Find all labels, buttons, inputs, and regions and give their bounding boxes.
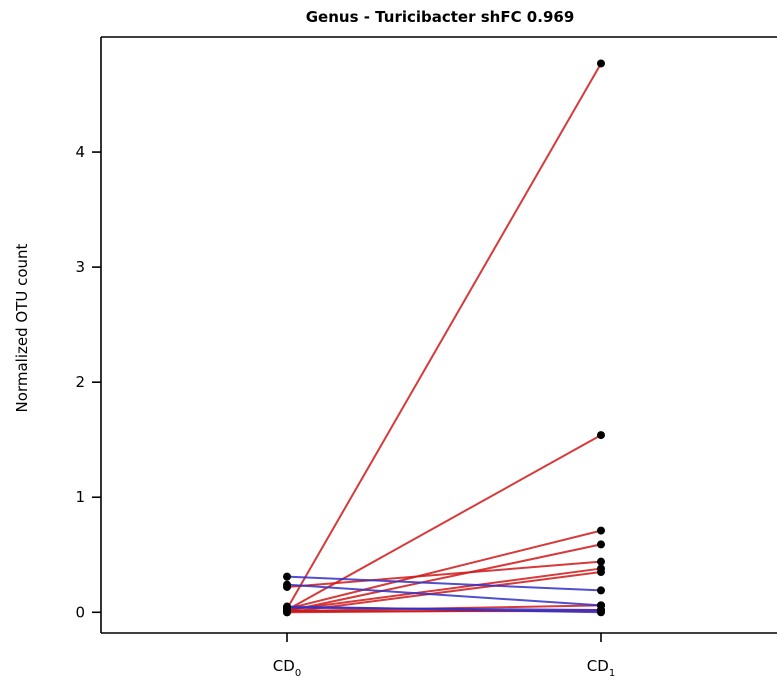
x-tick-label-sub-1: 0 bbox=[295, 668, 301, 679]
x-tick-label-sub-2: 1 bbox=[609, 668, 615, 679]
series-line-5 bbox=[286, 560, 602, 588]
data-point-11-cd1 bbox=[597, 586, 605, 595]
data-point-2-cd1 bbox=[597, 431, 605, 440]
series-line-3 bbox=[286, 529, 602, 610]
y-tick-label-4: 4 bbox=[75, 143, 85, 161]
data-point-3-cd1 bbox=[597, 526, 605, 535]
x-tick-label-2: CD1 bbox=[587, 657, 615, 679]
chart-title: Genus - Turicibacter shFC 0.969 bbox=[306, 8, 575, 26]
series-layer bbox=[286, 62, 602, 614]
data-point-14-cd1 bbox=[597, 608, 605, 617]
series-line-14 bbox=[286, 605, 602, 614]
series-line-1 bbox=[286, 62, 602, 610]
y-tick-label-2: 2 bbox=[75, 373, 85, 391]
x-tick-label-main-1: CD bbox=[273, 657, 295, 675]
series-line-6 bbox=[286, 567, 602, 611]
data-point-11-cd0 bbox=[283, 572, 291, 581]
series-line-12 bbox=[286, 583, 602, 607]
y-tick-label-0: 0 bbox=[75, 603, 85, 621]
data-point-4-cd1 bbox=[597, 540, 605, 549]
x-tick-label-main-2: CD bbox=[587, 657, 609, 675]
data-point-12-cd0 bbox=[283, 580, 291, 589]
data-point-1-cd1 bbox=[597, 59, 605, 68]
y-tick-label-3: 3 bbox=[75, 258, 85, 276]
data-point-14-cd0 bbox=[283, 602, 291, 611]
series-line-2 bbox=[286, 434, 602, 611]
x-axis: CD0 CD1 bbox=[273, 633, 615, 679]
x-tick-label-1: CD0 bbox=[273, 657, 301, 679]
data-point-7-cd1 bbox=[597, 568, 605, 577]
plot-frame bbox=[100, 36, 777, 634]
series-line-4 bbox=[286, 543, 602, 613]
y-tick-label-1: 1 bbox=[75, 488, 85, 506]
series-line-11 bbox=[286, 575, 602, 592]
points-layer bbox=[283, 59, 605, 617]
y-axis: 0 1 2 3 4 bbox=[75, 143, 101, 621]
y-axis-label: Normalized OTU count bbox=[13, 243, 31, 412]
series-line-7 bbox=[286, 571, 602, 614]
data-point-5-cd1 bbox=[597, 557, 605, 566]
